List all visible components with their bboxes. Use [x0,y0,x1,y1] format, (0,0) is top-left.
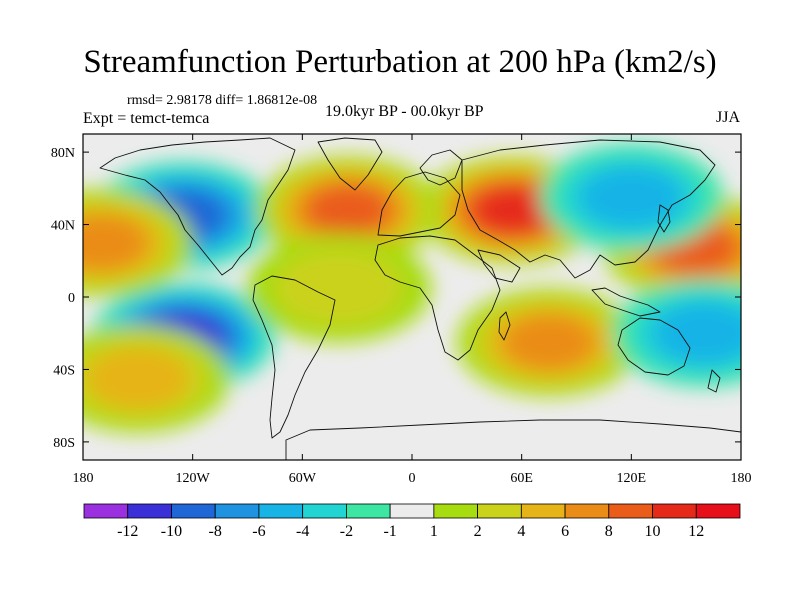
x-tick-label: 120W [176,471,211,486]
y-tick-label: 0 [68,291,75,306]
stats-text: rmsd= 2.98178 diff= 1.86812e-08 [127,93,318,108]
x-tick-label: 180 [731,471,752,486]
colorbar-swatch [302,503,347,519]
coastlines [99,137,741,460]
colorbar-swatch [345,503,391,519]
contour-level-region [85,347,190,410]
field-feature [539,143,724,252]
experiment-text: Expt = temct-temca [83,110,210,127]
contour-level-region [83,215,147,270]
field-feature [612,279,741,388]
x-tick-label: 180 [73,471,94,486]
colorbar-swatch [389,503,435,519]
coastline-indonesia [591,287,661,317]
contour-blobs [83,143,741,433]
contour-field [83,134,741,460]
colorbar-swatch [127,503,172,519]
x-tick-label: 60E [510,471,533,486]
x-tick-label: 0 [409,471,416,486]
coastline-australia [617,317,691,376]
contour-level-region [579,166,684,229]
y-tick-label: 80N [51,146,75,161]
contour-level-region [274,249,403,326]
field-feature [83,324,230,433]
colorbar-label: 2 [474,523,482,540]
field-feature [457,288,642,397]
colorbar-swatch [83,503,129,519]
contour-level-region [306,185,390,235]
coastline-scandinavia [419,149,463,186]
colorbar-label: -4 [296,523,309,540]
colorbar-label: -1 [383,523,396,540]
colorbar-swatch [214,503,260,519]
season-label: JJA [715,109,740,126]
coastline-madagascar [498,311,511,341]
colorbar-swatch [258,503,304,519]
y-axis: 80N 40N 0 40S 80S [51,146,741,451]
colorbar: -12 -10 -8 -6 -4 -2 -1 1 2 4 6 8 10 12 [83,503,741,540]
coastline-south-america [252,275,336,439]
field-feature [256,156,441,265]
colorbar-swatch [608,503,653,519]
colorbar-label: 8 [605,523,613,540]
coastline-africa [374,235,501,361]
x-axis: 180 120W 60W 0 60E 120E 180 [73,134,752,486]
colorbar-label: -6 [252,523,265,540]
coastline-new-zealand [707,369,721,393]
contour-level-region [474,186,551,234]
y-tick-label: 80S [53,436,75,451]
x-tick-label: 120E [617,471,647,486]
x-tick-label: 60W [289,471,317,486]
contour-level-region [503,314,595,370]
colorbar-swatch [652,503,697,519]
colorbar-label: -2 [340,523,353,540]
coastline-asia [461,139,716,279]
y-tick-label: 40N [51,219,75,234]
coastline-arabia [477,249,521,283]
colorbar-swatch [520,503,566,519]
colorbar-label: 10 [645,523,661,540]
y-tick-label: 40S [53,363,75,378]
field-feature [246,233,431,342]
colorbar-swatch [695,503,741,519]
time-range-text: 19.0kyr BP - 00.0kyr BP [325,103,484,120]
coastline-japan [657,204,671,233]
colorbar-label: 4 [517,523,525,540]
colorbar-label: -10 [161,523,182,540]
field-feature [83,188,194,297]
colorbar-swatch [477,503,522,519]
colorbar-label: -12 [117,523,138,540]
chart-title: Streamfunction Perturbation at 200 hPa (… [83,44,717,80]
coastline-europe [377,171,461,237]
coastline-antarctica [285,419,741,460]
colorbar-swatch [171,503,216,519]
colorbar-swatch [564,503,610,519]
colorbar-label: 1 [430,523,438,540]
colorbar-label: -8 [209,523,222,540]
coastline-greenland [317,137,383,191]
contour-level-region [652,302,741,365]
coastline-north-america [99,137,296,276]
colorbar-label: 12 [688,523,704,540]
colorbar-label: 6 [561,523,569,540]
colorbar-swatch [433,503,479,519]
